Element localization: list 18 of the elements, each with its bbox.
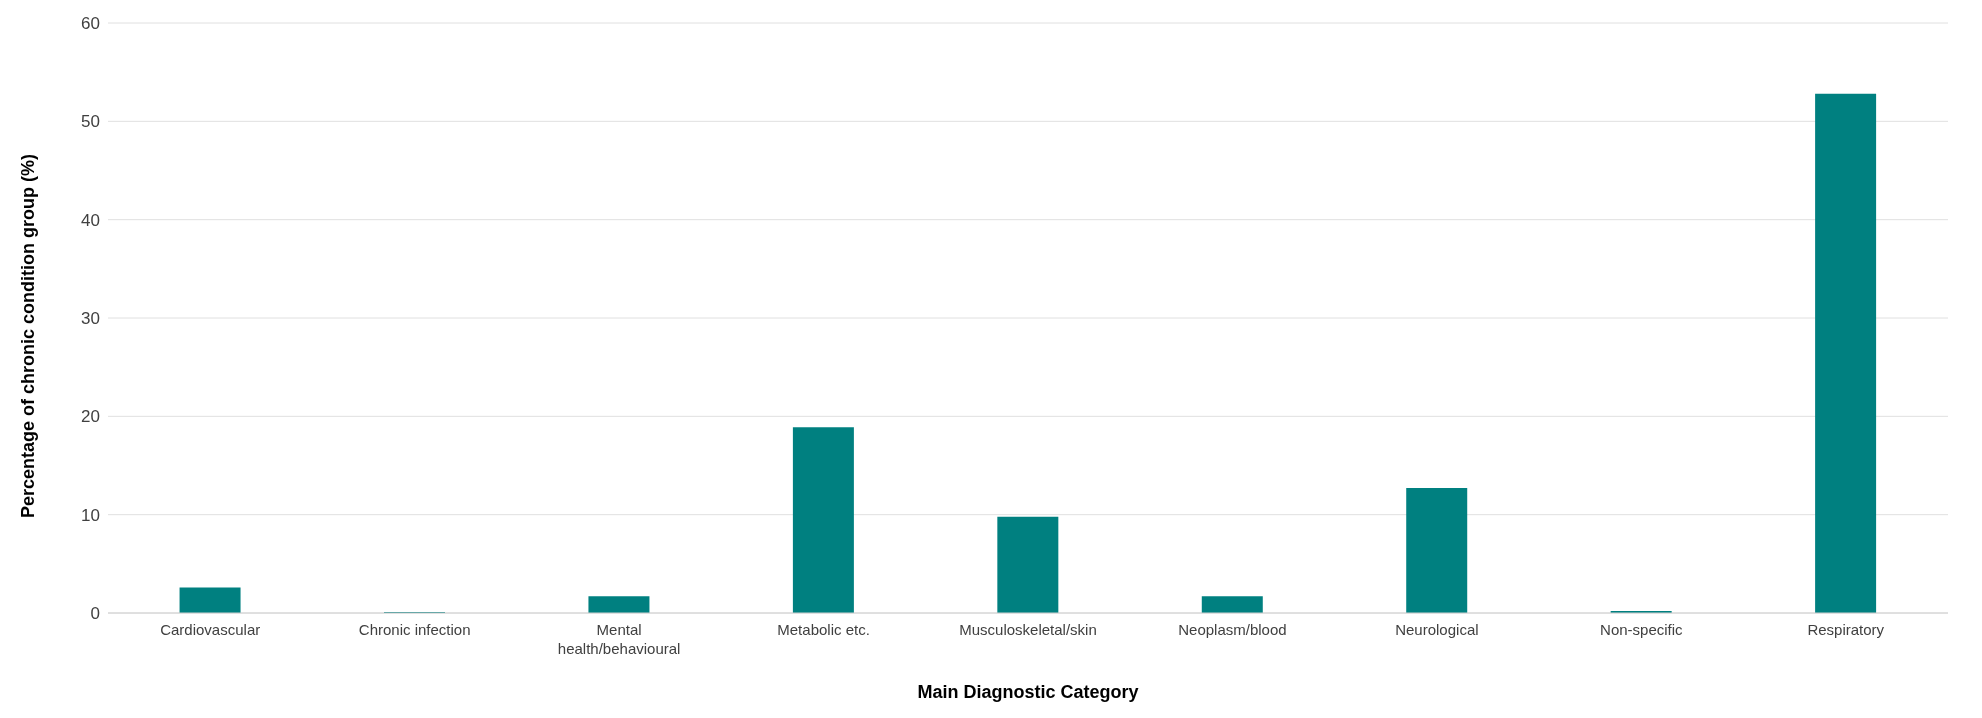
x-tick-label: Respiratory	[1807, 621, 1885, 638]
y-tick-label: 60	[81, 14, 100, 34]
x-axis-title: Main Diagnostic Category	[917, 682, 1139, 702]
y-tick-label: 0	[90, 604, 100, 624]
y-tick-label: 50	[81, 112, 100, 132]
y-tick-label: 40	[81, 210, 100, 230]
x-tick-label: Neurological	[1395, 621, 1479, 638]
x-tick-label: Chronic infection	[358, 621, 471, 638]
y-axis-title: Percentage of chronic condition group (%)	[18, 153, 39, 518]
x-tick-label: Neoplasm/blood	[1178, 621, 1287, 638]
y-tick-label: 20	[81, 407, 100, 427]
x-tick-label: Metabolic etc.	[777, 621, 870, 638]
y-tick-label: 30	[81, 309, 100, 329]
x-tick-label: Non-specific	[1600, 621, 1684, 638]
x-tick-label: Mental health/behavioural	[557, 621, 681, 657]
x-tick-label: Cardiovascular	[160, 621, 261, 638]
x-tick-label: Musculoskeletal/skin	[959, 621, 1097, 638]
y-tick-label: 10	[81, 505, 100, 525]
